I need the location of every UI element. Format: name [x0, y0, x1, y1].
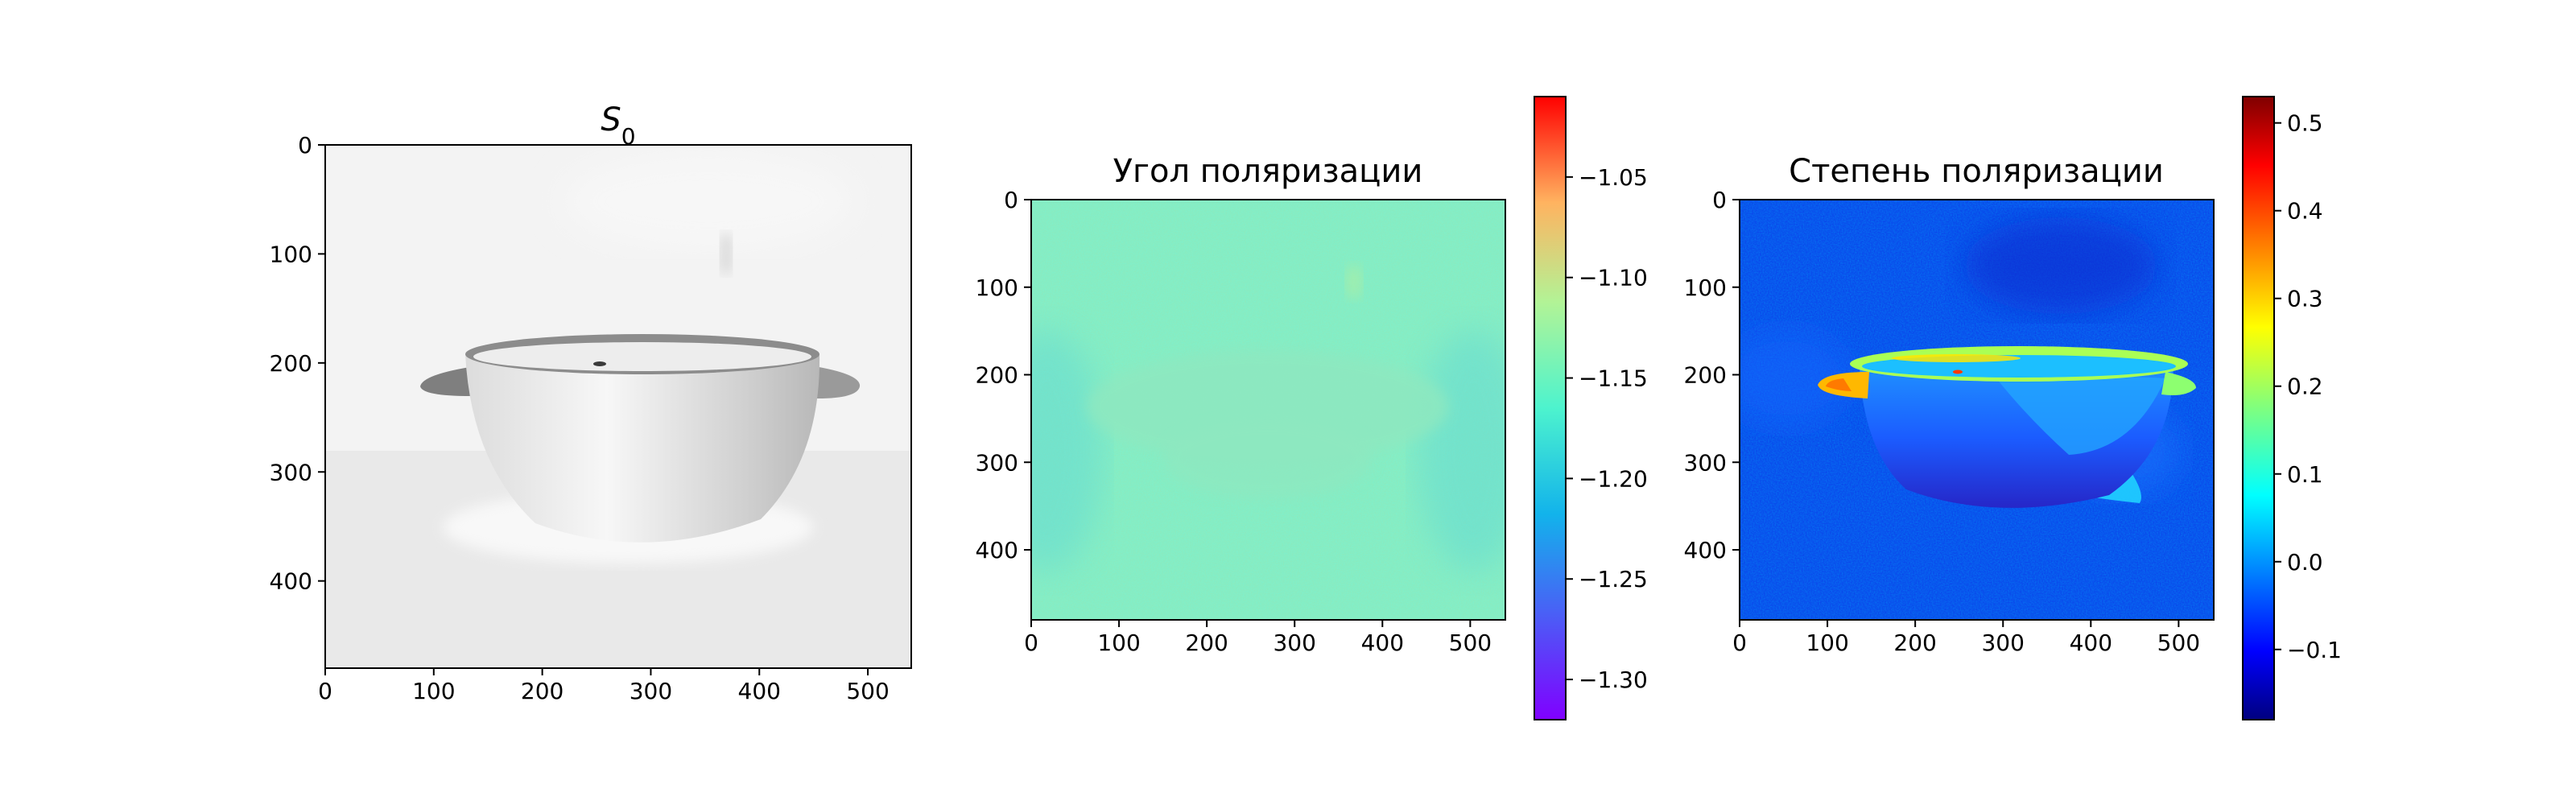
colorbar-tick-label: 0.0: [2287, 549, 2323, 576]
y-tick-label: 200: [270, 350, 312, 377]
image-degree: [1740, 200, 2214, 620]
x-tick-label: 500: [2157, 630, 2200, 656]
x-tick-label: 200: [1185, 630, 1228, 656]
colorbar-tick-label: 0.1: [2287, 461, 2323, 488]
x-tick-label: 0: [1024, 630, 1038, 656]
colorbar-tick-label: −1.10: [1579, 265, 1648, 291]
x-tick-label: 0: [318, 678, 332, 704]
y-tick-label: 100: [976, 275, 1018, 301]
x-tick-label: 200: [1893, 630, 1936, 656]
colorbar-tick-label: 0.4: [2287, 198, 2323, 225]
chart-title-angle: Угол поляризации: [1113, 153, 1423, 190]
x-tick-label: 300: [1273, 630, 1315, 656]
title-s0-main: S: [601, 101, 621, 138]
y-tick-label: 0: [1712, 187, 1727, 213]
y-tick-label: 300: [976, 449, 1018, 476]
x-tick-label: 400: [1361, 630, 1404, 656]
y-tick-label: 0: [1004, 187, 1018, 213]
colorbar-angle: −1.05 −1.10 −1.15 −1.20 −1.25 −1.30: [1534, 96, 1648, 720]
colorbar-tick-label: 0.3: [2287, 286, 2323, 312]
chart-title-degree: Степень поляризации: [1789, 153, 2164, 190]
colorbar-tick-label: −1.20: [1579, 465, 1648, 492]
panel-angle: Угол поляризации −1.05−1.10−1.15−1.20−1.…: [1030, 96, 1648, 720]
x-tick-label: 300: [1981, 630, 2024, 656]
colorbar-tick-label: −1.25: [1579, 566, 1648, 592]
x-tick-label: 400: [2070, 630, 2112, 656]
y-tick-label: 400: [1684, 537, 1727, 564]
colorbar-tick-label: −1.30: [1579, 667, 1648, 693]
y-tick-label: 100: [1684, 275, 1727, 301]
panel-degree: Степень поляризации 0.5 0.4 0.3 0.2 0.1 0.0 −0…: [1739, 96, 2342, 720]
x-tick-label: 400: [738, 678, 781, 704]
y-tick-label: 200: [1684, 362, 1727, 389]
x-tick-label: 300: [630, 678, 672, 704]
x-tick-label: 500: [846, 678, 889, 704]
y-tick-label: 100: [270, 241, 312, 267]
y-tick-label: 300: [1684, 449, 1727, 476]
y-tick-label: 400: [976, 537, 1018, 564]
x-tick-label: 100: [1806, 630, 1848, 656]
y-tick-label: 400: [270, 568, 312, 595]
chart-title-s0: S0: [601, 101, 635, 150]
colorbar-degree: 0.5 0.4 0.3 0.2 0.1 0.0 −0.1: [2242, 96, 2342, 720]
x-tick-label: 200: [521, 678, 564, 704]
colorbar-tick-label: 0.5: [2287, 110, 2323, 137]
image-s0: [325, 145, 911, 668]
x-tick-label: 100: [1097, 630, 1140, 656]
y-tick-label: 200: [976, 362, 1018, 389]
y-tick-label: 0: [298, 132, 312, 159]
title-s0-sub: 0: [621, 123, 636, 150]
x-tick-label: 500: [1449, 630, 1492, 656]
colorbar-tick-label: 0.2: [2287, 374, 2323, 400]
colorbar-tick-label: −1.15: [1579, 365, 1648, 392]
image-angle: [1031, 200, 1505, 620]
colorbar-tick-label: −1.05: [1579, 164, 1648, 191]
x-tick-label: 100: [412, 678, 455, 704]
x-tick-label: 0: [1732, 630, 1747, 656]
panel-s0: S0: [324, 101, 912, 669]
colorbar-tick-label: −0.1: [2287, 637, 2342, 663]
y-tick-label: 300: [270, 459, 312, 485]
